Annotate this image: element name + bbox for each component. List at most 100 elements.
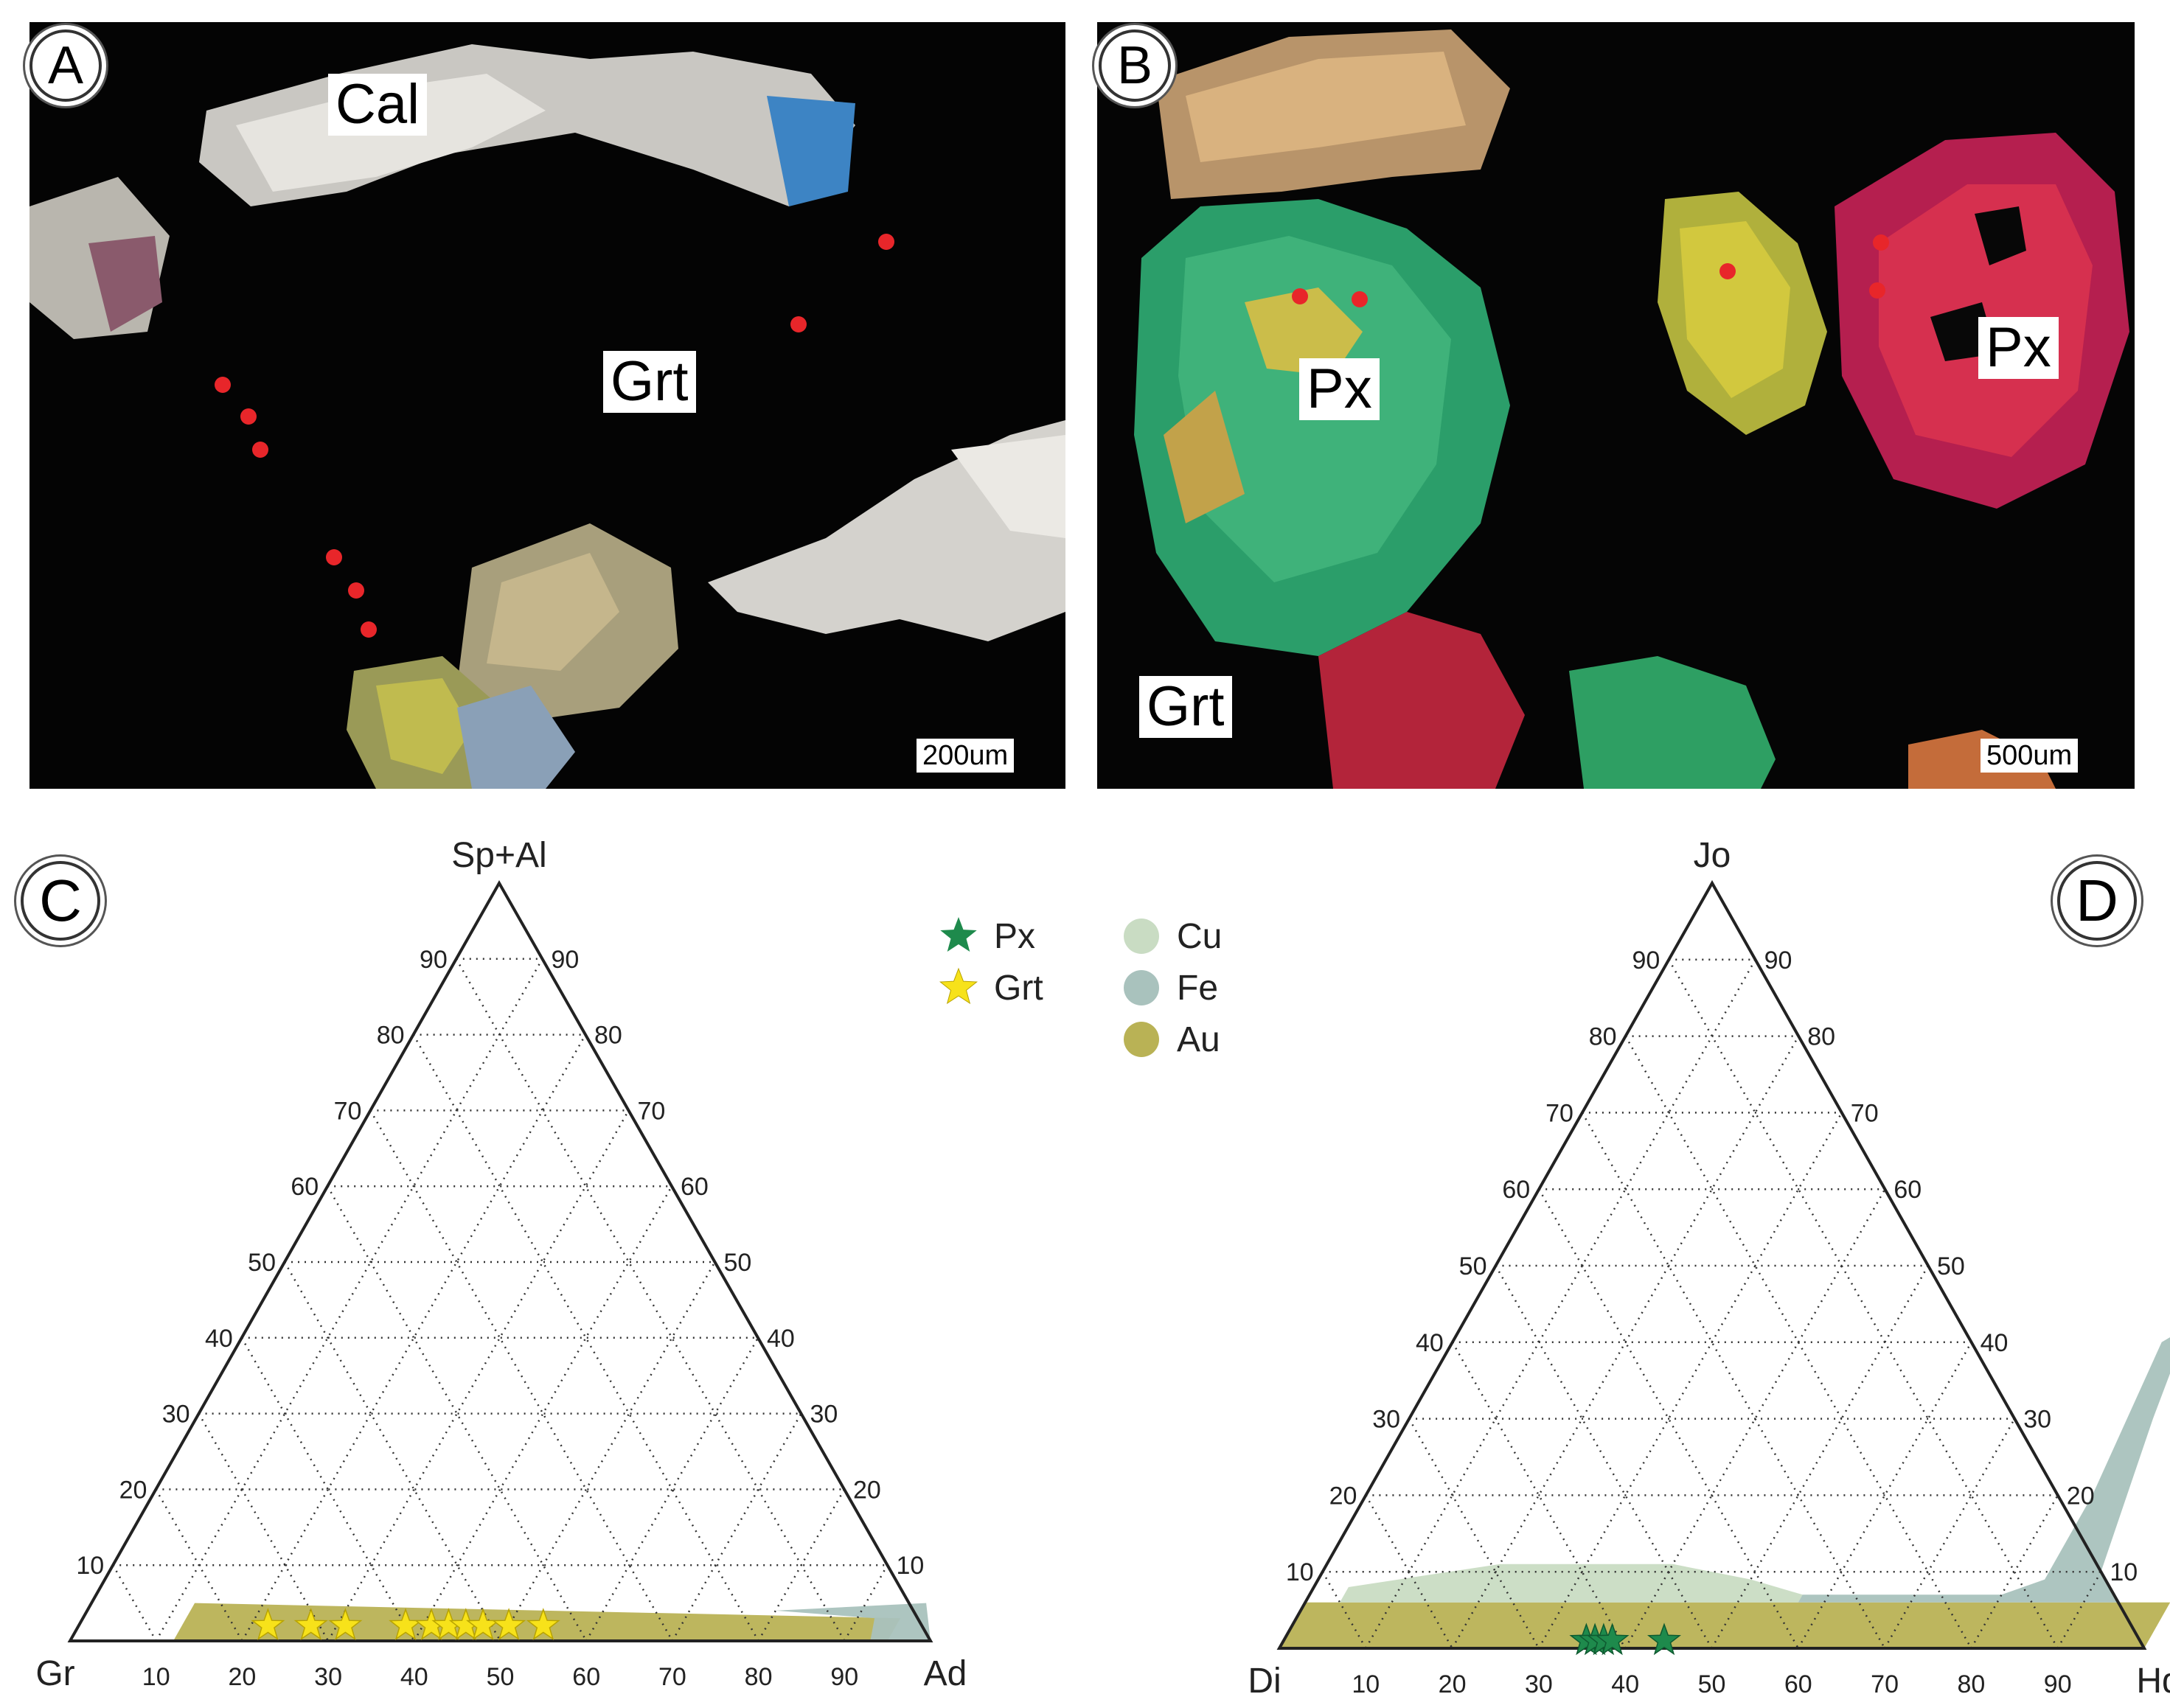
label-grt-b: Grt xyxy=(1139,676,1232,738)
grid-line xyxy=(1711,1265,1930,1649)
grid-line xyxy=(112,1564,157,1642)
data-point-grt xyxy=(526,1608,560,1641)
grid-line xyxy=(155,958,543,1642)
grid-line xyxy=(1970,1494,2059,1649)
panel-letter-a: A xyxy=(29,29,102,102)
legend-label-au: Au xyxy=(1177,1019,1220,1059)
tick-label-bottom: 50 xyxy=(1698,1670,1726,1698)
legend-label-grt: Grt xyxy=(994,968,1043,1008)
grid-line xyxy=(499,1261,716,1642)
tick-label-bottom: 60 xyxy=(572,1663,600,1691)
tick-label-right: 10 xyxy=(2110,1558,2138,1586)
legend-label-cu: Cu xyxy=(1177,916,1223,956)
tick-label-left: 30 xyxy=(1372,1406,1400,1434)
tick-label-right: 20 xyxy=(853,1476,881,1504)
field-au xyxy=(1279,1602,2170,1648)
tick-label-bottom: 20 xyxy=(1439,1670,1467,1698)
tick-label-right: 70 xyxy=(638,1097,666,1125)
tick-label-left: 60 xyxy=(291,1173,319,1201)
tick-label-left: 90 xyxy=(420,946,448,974)
legend-item-au: Au xyxy=(1119,1017,1220,1062)
tick-label-left: 60 xyxy=(1502,1176,1530,1204)
apex-label-right: Hd xyxy=(2136,1662,2170,1701)
grid-line xyxy=(455,958,846,1642)
grid-line xyxy=(1797,1342,1972,1649)
data-point-grt xyxy=(492,1608,526,1641)
data-point-px xyxy=(1647,1622,1682,1656)
legend-item-grt: Grt xyxy=(936,966,1043,1010)
grid-line xyxy=(1365,1494,1453,1649)
triangle-outline xyxy=(67,879,933,1642)
grid-line xyxy=(369,1109,673,1642)
data-point-grt xyxy=(251,1608,285,1641)
panel-letter-d: D xyxy=(2057,861,2137,941)
legend-item-cu: Cu xyxy=(1119,914,1222,958)
tick-label-right: 30 xyxy=(810,1401,838,1429)
grid-line xyxy=(327,1185,588,1642)
photomicrograph-a xyxy=(29,22,1065,789)
tick-label-left: 30 xyxy=(162,1401,190,1429)
photo-b-texture xyxy=(1097,22,2135,789)
panel-letter-b: B xyxy=(1099,29,1171,102)
data-point-grt xyxy=(328,1608,363,1641)
circle-icon-cu xyxy=(1119,914,1164,958)
tick-label-right: 80 xyxy=(594,1022,622,1050)
grid-line xyxy=(844,1564,888,1642)
label-px-b1: Px xyxy=(1299,358,1380,420)
tick-label-bottom: 60 xyxy=(1784,1670,1812,1698)
apex-label-right: Ad xyxy=(924,1654,967,1693)
grid-line xyxy=(1408,1418,1540,1649)
grid-line xyxy=(1321,1571,1367,1649)
grid-line xyxy=(1668,959,2059,1649)
tick-label-right: 50 xyxy=(1937,1252,1965,1280)
tick-label-bottom: 40 xyxy=(400,1663,428,1691)
grid-line xyxy=(1365,959,1756,1649)
data-point-grt xyxy=(293,1608,328,1641)
star-icon-px xyxy=(936,914,981,958)
apex-label-left: Di xyxy=(1248,1662,1281,1701)
tick-label-bottom: 90 xyxy=(830,1663,858,1691)
grid-line xyxy=(283,1261,501,1642)
legend-item-px: Px xyxy=(936,914,1035,958)
tick-label-bottom: 90 xyxy=(2044,1670,2072,1698)
tick-label-left: 20 xyxy=(119,1476,147,1504)
tick-label-right: 30 xyxy=(2023,1406,2051,1434)
apex-label-top: Sp+Al xyxy=(451,836,546,875)
tick-label-bottom: 70 xyxy=(1871,1670,1899,1698)
tick-label-left: 50 xyxy=(248,1249,276,1277)
star-icon-grt xyxy=(936,966,981,1010)
grid-line xyxy=(1495,1265,1713,1649)
ternary-diagram-d: 10 10 90 20 20 80 30 30 70 40 40 60 50 50 50 60 60 40 70 70… xyxy=(1248,836,2170,1701)
legend-item-fe: Fe xyxy=(1119,966,1218,1010)
tick-label-left: 80 xyxy=(377,1022,405,1050)
tick-label-right: 10 xyxy=(897,1552,925,1580)
tick-label-right: 40 xyxy=(1981,1329,2009,1357)
label-grt-a: Grt xyxy=(603,351,696,413)
label-px-b2: Px xyxy=(1978,317,2059,379)
grid-line xyxy=(2056,1571,2102,1649)
legend-label-fe: Fe xyxy=(1177,968,1219,1008)
tick-label-right: 20 xyxy=(2067,1482,2095,1510)
tick-label-bottom: 20 xyxy=(228,1663,256,1691)
tick-label-left: 40 xyxy=(205,1325,233,1353)
tick-label-right: 90 xyxy=(552,946,580,974)
circle-icon-au xyxy=(1119,1017,1164,1062)
grid-line xyxy=(413,1185,673,1642)
tick-label-bottom: 70 xyxy=(658,1663,686,1691)
tick-label-right: 90 xyxy=(1764,947,1792,975)
grid-line xyxy=(1451,1342,1627,1649)
apex-label-top: Jo xyxy=(1694,836,1731,875)
tick-label-bottom: 30 xyxy=(314,1663,342,1691)
legend-label-px: Px xyxy=(994,916,1036,956)
grid-line xyxy=(1538,1188,1799,1649)
tick-label-left: 90 xyxy=(1632,947,1660,975)
panel-letter-c: C xyxy=(21,861,100,941)
tick-label-left: 80 xyxy=(1589,1023,1617,1051)
apex-label-left: Gr xyxy=(35,1654,74,1693)
photo-a-texture xyxy=(29,22,1065,789)
triangle-outline xyxy=(1276,879,2147,1650)
tick-label-right: 60 xyxy=(1893,1176,1922,1204)
grid-line xyxy=(327,1109,630,1642)
photomicrograph-b xyxy=(1097,22,2135,789)
tick-label-right: 60 xyxy=(681,1173,709,1201)
